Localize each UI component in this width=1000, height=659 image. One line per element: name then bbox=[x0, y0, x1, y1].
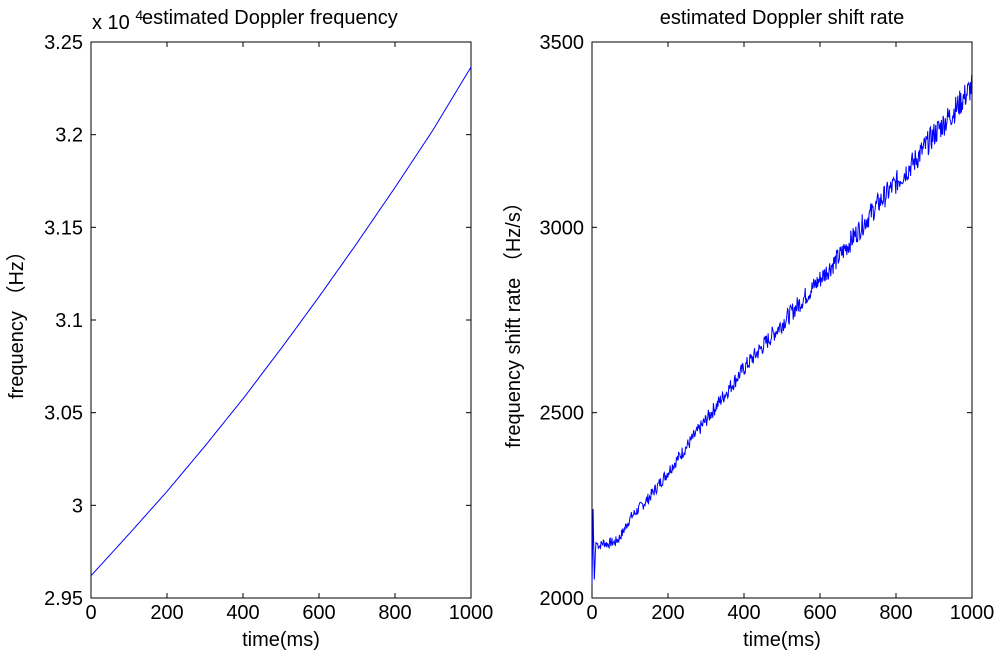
x-tick-label: 1000 bbox=[950, 602, 995, 624]
y-tick-labels: 2000 2500 3000 3500 bbox=[540, 32, 585, 610]
y-tick-label: 3 bbox=[72, 495, 83, 517]
exponent-power: 4 bbox=[135, 7, 143, 23]
y-axis-label: frequency shift rate （Hz/s） bbox=[502, 192, 525, 448]
x-tick-label: 0 bbox=[85, 602, 96, 624]
x-tick-label: 400 bbox=[727, 602, 760, 624]
x-tick-label: 400 bbox=[226, 602, 259, 624]
y-tick-label: 2500 bbox=[540, 403, 585, 425]
x-tick-label: 1000 bbox=[449, 602, 494, 624]
y-tick-label: 3.15 bbox=[44, 217, 83, 239]
y-tick-label: 3.05 bbox=[44, 403, 83, 425]
y-tick-label: 2.95 bbox=[44, 588, 83, 610]
frequency-series-line bbox=[90, 66, 472, 577]
x-tick-label: 800 bbox=[378, 602, 411, 624]
x-tick-label: 600 bbox=[302, 602, 335, 624]
shift-rate-series-line bbox=[591, 75, 973, 584]
x-tick-label: 200 bbox=[150, 602, 183, 624]
tick-marks bbox=[591, 41, 973, 599]
x-tick-labels: 0 200 400 600 800 1000 bbox=[85, 602, 493, 624]
plot-frame bbox=[90, 41, 472, 599]
plot-frame bbox=[591, 41, 973, 599]
exponent-label: x 10 4 bbox=[92, 7, 143, 34]
x-tick-label: 200 bbox=[651, 602, 684, 624]
y-tick-label: 3.2 bbox=[55, 125, 83, 147]
doppler-shift-rate-plot: 0 200 400 600 800 1000 2000 2500 3000 3500 estim… bbox=[502, 7, 994, 651]
exponent-base: x 10 bbox=[92, 12, 130, 34]
y-tick-label: 3000 bbox=[540, 217, 585, 239]
y-tick-label: 3.25 bbox=[44, 32, 83, 54]
tick-marks bbox=[90, 41, 472, 599]
doppler-frequency-plot: 0 200 400 600 800 1000 2.95 3 3.05 3.1 3.15 3.2 3.2… bbox=[5, 7, 493, 651]
x-tick-label: 600 bbox=[803, 602, 836, 624]
plot-title: estimated Doppler frequency bbox=[142, 7, 398, 29]
x-axis-label: time(ms) bbox=[743, 629, 821, 651]
y-tick-labels: 2.95 3 3.05 3.1 3.15 3.2 3.25 bbox=[44, 32, 83, 610]
y-tick-label: 2000 bbox=[540, 588, 585, 610]
y-axis-label: frequency （Hz） bbox=[5, 241, 28, 399]
y-tick-label: 3.1 bbox=[55, 310, 83, 332]
plot-title: estimated Doppler shift rate bbox=[660, 7, 905, 29]
x-tick-label: 0 bbox=[586, 602, 597, 624]
x-tick-labels: 0 200 400 600 800 1000 bbox=[586, 602, 994, 624]
y-tick-label: 3500 bbox=[540, 32, 585, 54]
x-axis-label: time(ms) bbox=[242, 629, 320, 651]
x-tick-label: 800 bbox=[879, 602, 912, 624]
